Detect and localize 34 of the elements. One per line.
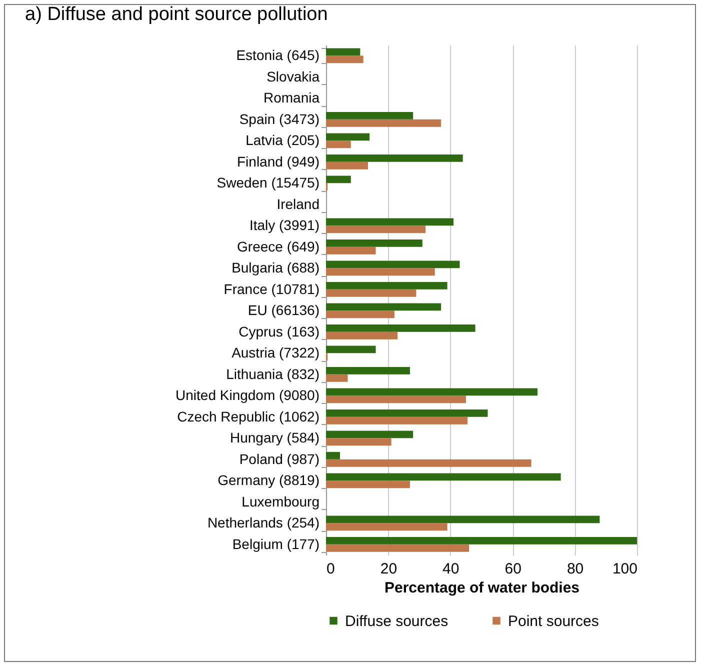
legend-label: Point sources (508, 612, 599, 630)
y-tick-label: Sweden (15475) (216, 174, 320, 191)
y-tick-label: Ireland (276, 196, 320, 212)
y-tick-label: Italy (3991) (249, 217, 320, 234)
y-tick-label: Hungary (584) (230, 430, 320, 446)
y-tick-label: Czech Republic (1062) (177, 408, 320, 424)
y-tick-label: Netherlands (254) (207, 514, 320, 531)
y-tick-label: France (10781) (224, 280, 320, 297)
x-tick-label: 100 (612, 560, 638, 578)
y-tick-label: Bulgaria (688) (232, 260, 320, 276)
legend-label: Diffuse sources (345, 612, 448, 630)
y-tick-label: Latvia (205) (246, 132, 320, 148)
x-tick-label: 80 (566, 560, 584, 578)
y-tick-label: Germany (8819) (218, 472, 320, 488)
y-tick-label: Romania (263, 90, 320, 106)
x-tick-label: 60 (504, 560, 522, 578)
y-tick-label: Austria (7322) (232, 344, 320, 361)
x-axis-title: Percentage of water bodies (384, 580, 580, 596)
y-tick-label: Spain (3473) (239, 110, 320, 127)
y-tick-label: EU (66136) (248, 302, 320, 318)
x-tick-label: 0 (326, 560, 335, 578)
y-tick-label: Slovakia (266, 68, 320, 84)
x-tick-label: 20 (380, 560, 398, 578)
chart-title: a) Diffuse and point source pollution (25, 4, 328, 25)
y-tick-label: Greece (649) (237, 238, 320, 254)
y-tick-label: Estonia (645) (236, 47, 320, 64)
y-tick-label: Cyprus (163) (238, 323, 320, 340)
y-tick-label: Luxembourg (242, 493, 320, 510)
y-tick-label: Belgium (177) (232, 536, 320, 552)
y-tick-label: Poland (987) (239, 450, 320, 467)
y-tick-label: Lithuania (832) (226, 366, 320, 382)
y-tick-label: Finland (949) (237, 153, 320, 170)
y-tick-label: United Kingdom (9080) (176, 387, 320, 404)
x-tick-label: 40 (442, 560, 460, 578)
